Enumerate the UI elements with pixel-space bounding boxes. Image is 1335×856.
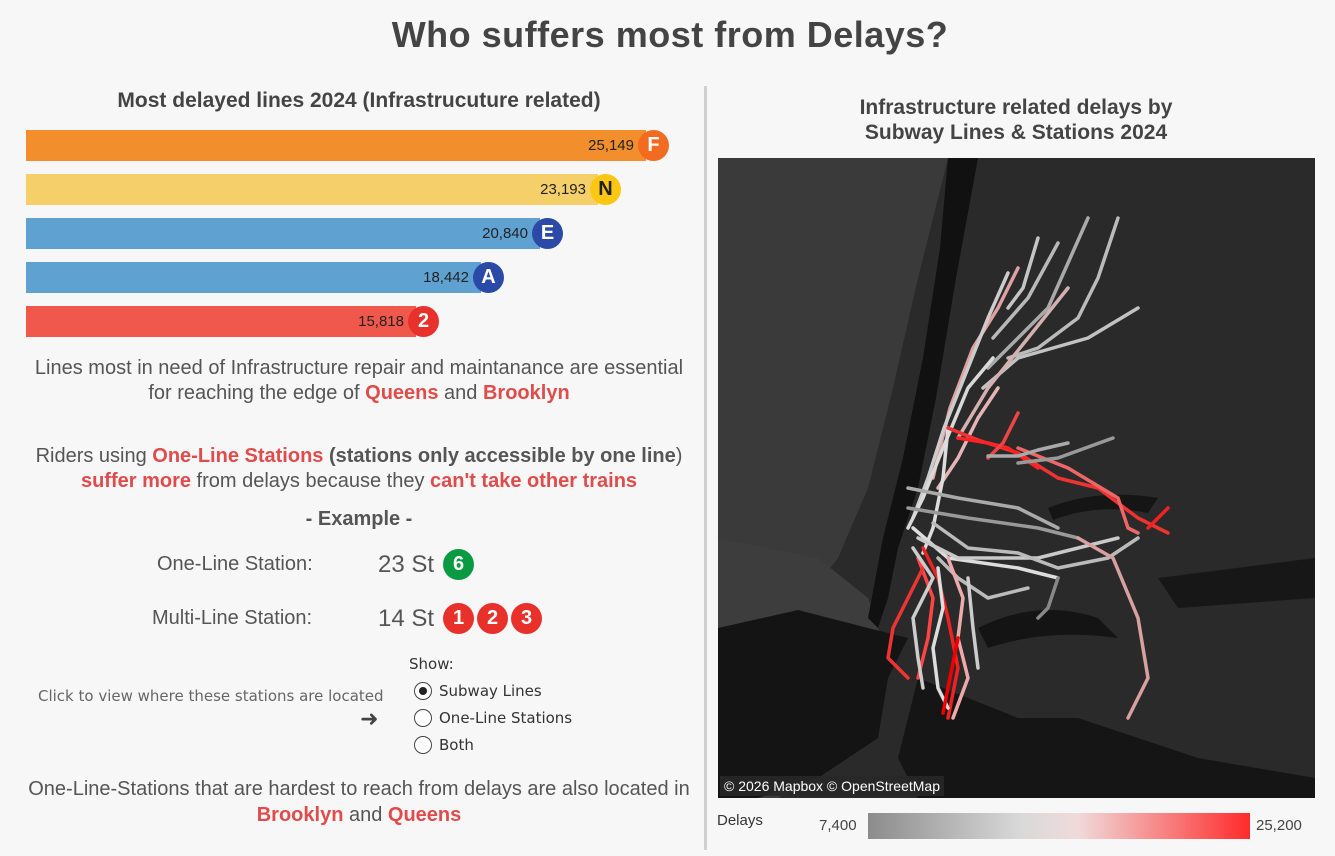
bar-2: [26, 306, 416, 337]
page-title: Who suffers most from Delays?: [391, 14, 949, 55]
radio-unselected-icon[interactable]: [414, 709, 432, 727]
line-6-bullet: 6: [443, 549, 474, 580]
line-e-bullet: E: [532, 218, 563, 249]
bar-chart-title: Most delayed lines 2024 (Infrastrucuture…: [117, 89, 601, 112]
text-hardest-to-reach-note: One-Line-Stations that are hardest to re…: [28, 778, 690, 826]
line-1-bullet: 1: [443, 603, 474, 634]
multi-line-station-label: Multi-Line Station:: [152, 607, 313, 629]
line-2-bullet: 2: [477, 603, 508, 634]
highlight-brooklyn: Brooklyn: [482, 382, 570, 404]
bar-n: [26, 174, 598, 205]
radio-both[interactable]: Both: [414, 735, 474, 755]
bar-value-label: 25,149: [588, 137, 634, 154]
multi-line-station-name: 14 St: [378, 605, 435, 632]
highlight-suffer-more: suffer more: [80, 470, 191, 492]
click-note: Click to view where these stations are l…: [38, 687, 384, 705]
legend-color-scale: [868, 813, 1250, 839]
highlight-one-line-stations: One-Line Stations: [152, 445, 324, 467]
line-f-bullet: F: [638, 130, 669, 161]
radio-one-line-stations[interactable]: One-Line Stations: [414, 708, 572, 728]
one-line-station-name: 23 St: [378, 551, 435, 578]
section-divider: [704, 86, 707, 850]
example-heading: - Example -: [305, 508, 413, 530]
highlight-brooklyn: Brooklyn: [256, 804, 344, 826]
line-2-bullet: 2: [408, 306, 439, 337]
line-n-bullet: N: [590, 174, 621, 205]
line-3-bullet: 3: [511, 603, 542, 634]
bar-value-label: 20,840: [482, 225, 528, 242]
legend-label: Delays: [717, 812, 763, 829]
highlight-queens: Queens: [387, 804, 462, 826]
legend-min-value: 7,400: [819, 817, 857, 834]
show-filter-label: Show:: [409, 655, 454, 673]
bar-value-label: 23,193: [540, 181, 586, 198]
one-line-station-label: One-Line Station:: [157, 553, 313, 575]
bar-e: [26, 218, 540, 249]
map-attribution[interactable]: © 2026 Mapbox © OpenStreetMap: [720, 776, 944, 796]
bar-a: [26, 262, 481, 293]
bar-f: [26, 130, 646, 161]
text-one-line-stations-note: Riders using One-Line Stations (stations…: [35, 445, 683, 492]
highlight-cant-take-other-trains: can't take other trains: [430, 470, 638, 492]
line-a-bullet: A: [473, 262, 504, 293]
legend-max-value: 25,200: [1256, 817, 1302, 834]
text-infrastructure-note: Lines most in need of Infrastructure rep…: [34, 357, 684, 404]
bar-value-label: 18,442: [423, 269, 469, 286]
bar-value-label: 15,818: [358, 313, 404, 330]
arrow-right-icon: ➜: [360, 706, 379, 731]
highlight-queens: Queens: [365, 382, 439, 404]
map-canvas[interactable]: [718, 158, 1315, 798]
radio-unselected-icon[interactable]: [414, 736, 432, 754]
radio-subway-lines[interactable]: Subway Lines: [414, 681, 542, 701]
subway-map[interactable]: © 2026 Mapbox © OpenStreetMap: [718, 158, 1315, 798]
radio-selected-icon[interactable]: [414, 682, 432, 700]
map-title: Infrastructure related delays by Subway …: [859, 96, 1173, 144]
